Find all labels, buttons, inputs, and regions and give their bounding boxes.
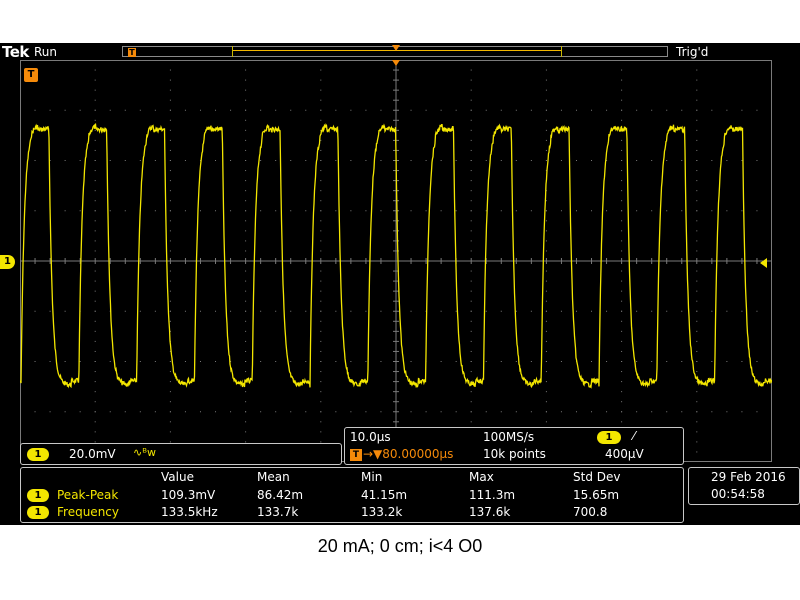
horizontal-position-marker-icon[interactable]	[392, 60, 400, 66]
acquisition-state: Run	[34, 45, 58, 59]
col-header-max: Max	[469, 470, 494, 484]
record-trigger-icon: T	[128, 48, 136, 57]
table-row[interactable]: 1 Frequency 133.5kHz 133.7k 133.2k 137.6…	[21, 505, 681, 521]
graticule[interactable]	[20, 60, 772, 462]
trigger-level-marker-icon[interactable]	[760, 258, 767, 268]
record-length: 10k points	[483, 447, 546, 461]
measurement-mean: 86.42m	[257, 488, 304, 502]
measurement-std-dev: 700.8	[573, 505, 608, 519]
trigger-slope-icon: ⁄	[633, 429, 636, 443]
measurement-max: 137.6k	[469, 505, 511, 519]
measurement-mean: 133.7k	[257, 505, 299, 519]
measurement-std-dev: 15.65m	[573, 488, 620, 502]
brand-logo: Tek	[2, 43, 29, 61]
measurement-value: 133.5kHz	[161, 505, 218, 519]
measurement-min: 41.15m	[361, 488, 408, 502]
oscilloscope-screen: Tek Run T Trig'd T 1 1 20.0mV ∿ᴮw 10.0µs…	[0, 43, 800, 525]
trigger-level: 400µV	[605, 447, 644, 461]
measurement-value: 109.3mV	[161, 488, 216, 502]
measurement-min: 133.2k	[361, 505, 403, 519]
col-header-value: Value	[161, 470, 194, 484]
time: 00:54:58	[711, 487, 765, 501]
measurement-name: Frequency	[57, 505, 119, 519]
horizontal-scale: 10.0µs	[350, 430, 391, 444]
table-row[interactable]: 1 Peak-Peak 109.3mV 86.42m 41.15m 111.3m…	[21, 488, 681, 504]
timebase-readout[interactable]: 10.0µs 100MS/s 1 ⁄ T →▼80.00000µs 10k po…	[344, 427, 684, 465]
col-header-mean: Mean	[257, 470, 290, 484]
date-time-readout[interactable]: 29 Feb 2016 00:54:58	[688, 467, 800, 505]
trigger-position-icon[interactable]: T	[24, 68, 38, 82]
record-center-marker-icon	[392, 45, 400, 51]
figure-caption: 20 mA; 0 cm; i<4 O0	[317, 536, 483, 556]
channel1-badge: 1	[27, 489, 49, 502]
channel-scale-readout[interactable]: 1 20.0mV ∿ᴮw	[20, 443, 342, 465]
horizontal-delay: →▼80.00000µs	[363, 447, 454, 461]
channel1-badge: 1	[27, 506, 49, 519]
col-header-std-dev: Std Dev	[573, 470, 621, 484]
sample-rate: 100MS/s	[483, 430, 535, 444]
measurement-name: Peak-Peak	[57, 488, 119, 502]
channel1-badge: 1	[27, 448, 49, 461]
trigger-state: Trig'd	[676, 45, 709, 59]
measurement-max: 111.3m	[469, 488, 516, 502]
trigger-source-badge: 1	[597, 431, 621, 444]
col-header-min: Min	[361, 470, 383, 484]
channel1-waveform	[20, 123, 772, 389]
status-bar: Tek Run T Trig'd	[0, 43, 800, 61]
bandwidth-limit-icon: ∿ᴮw	[133, 446, 156, 459]
delay-icon: T	[350, 449, 362, 461]
measurements-table[interactable]: Value Mean Min Max Std Dev 1 Peak-Peak 1…	[20, 467, 684, 523]
date: 29 Feb 2016	[711, 470, 786, 484]
vertical-scale: 20.0mV	[69, 447, 116, 461]
channel1-ground-marker-icon[interactable]: 1	[0, 255, 15, 269]
